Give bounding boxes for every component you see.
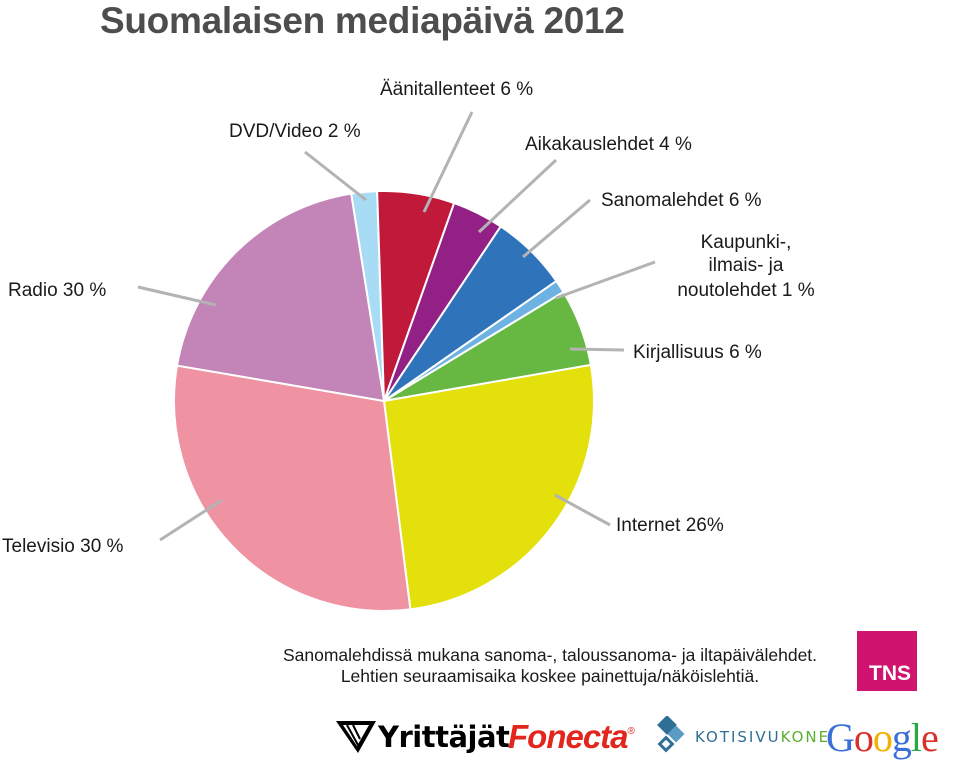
leader-line-sanomalehdet: [522, 198, 591, 259]
label-kaupunki-3: noutolehdet 1 %: [677, 280, 814, 301]
footnote-line-1: Sanomalehdissä mukana sanoma-, taloussan…: [282, 645, 818, 665]
footnote-line-2: Lehtien seuraamisaika koskee painettuja/…: [340, 666, 760, 686]
chart-title: Suomalaisen mediapäivä 2012: [100, 0, 625, 41]
leader-lines: [137, 111, 656, 542]
label-sanomalehdet: Sanomalehdet 6 %: [601, 190, 762, 211]
google-letter: o: [872, 714, 893, 760]
fonecta-registered-mark: ®: [627, 726, 635, 737]
google-letter: l: [910, 714, 922, 760]
kotisivukone-logo-text-b: KONE: [780, 728, 831, 746]
tns-logo-text: TNS: [869, 662, 911, 685]
kotisivukone-logo: KOTISIVUKONE: [655, 712, 830, 762]
leader-line-televisio: [159, 498, 223, 542]
fonecta-logo: Fonecta ®: [508, 712, 635, 762]
yrittajat-logo-text: Yrittäjät: [378, 720, 510, 754]
leader-line-radio: [137, 285, 217, 307]
label-kaupunki-2: ilmais- ja: [709, 255, 784, 276]
label-aikakauslehdet: Aikakauslehdet 4 %: [525, 134, 692, 155]
label-kirjallisuus: Kirjallisuus 6 %: [633, 342, 762, 363]
leader-line-aikakauslehdet: [477, 158, 558, 234]
tns-logo: TNS: [857, 631, 917, 691]
footnote: Sanomalehdissä mukana sanoma-, taloussan…: [250, 645, 850, 687]
google-logo-text: Google: [826, 714, 939, 761]
pie-slice-8: [175, 192, 386, 403]
leader-line-kaupunki: [555, 260, 656, 300]
leader-line-kirjallisuus: [569, 347, 625, 352]
yrittajat-arrow-icon: [336, 721, 376, 753]
label-televisio: Televisio 30 %: [2, 536, 124, 557]
leader-line-dvd: [304, 150, 367, 202]
pie-slices: [173, 190, 595, 612]
kotisivukone-icon: [657, 716, 685, 753]
pie-slice-7: [173, 364, 412, 612]
kotisivukone-logo-text: KOTISIVUKONE: [695, 728, 830, 746]
label-internet: Internet 26%: [616, 515, 724, 536]
label-dvd: DVD/Video 2 %: [229, 121, 361, 142]
label-kaupunki-1: Kaupunki-,: [701, 232, 792, 253]
pie-chart: DVD/Video 2 % Äänitallenteet 6 % Aikakau…: [2, 79, 815, 612]
google-letter: g: [891, 714, 912, 760]
leader-line-internet: [554, 493, 611, 527]
leader-line-aanitallenteet: [422, 111, 474, 213]
label-aanitallenteet: Äänitallenteet 6 %: [380, 79, 533, 100]
google-letter: e: [921, 714, 939, 760]
google-logo: Google: [826, 712, 939, 762]
pie-slice-6: [382, 363, 595, 611]
kotisivukone-logo-text-a: KOTISIVU: [695, 728, 781, 746]
google-letter: o: [853, 714, 874, 760]
label-radio: Radio 30 %: [8, 280, 106, 301]
fonecta-logo-text: Fonecta: [508, 718, 629, 755]
google-letter: G: [826, 714, 855, 760]
yrittajat-logo: Yrittäjät: [336, 712, 510, 762]
